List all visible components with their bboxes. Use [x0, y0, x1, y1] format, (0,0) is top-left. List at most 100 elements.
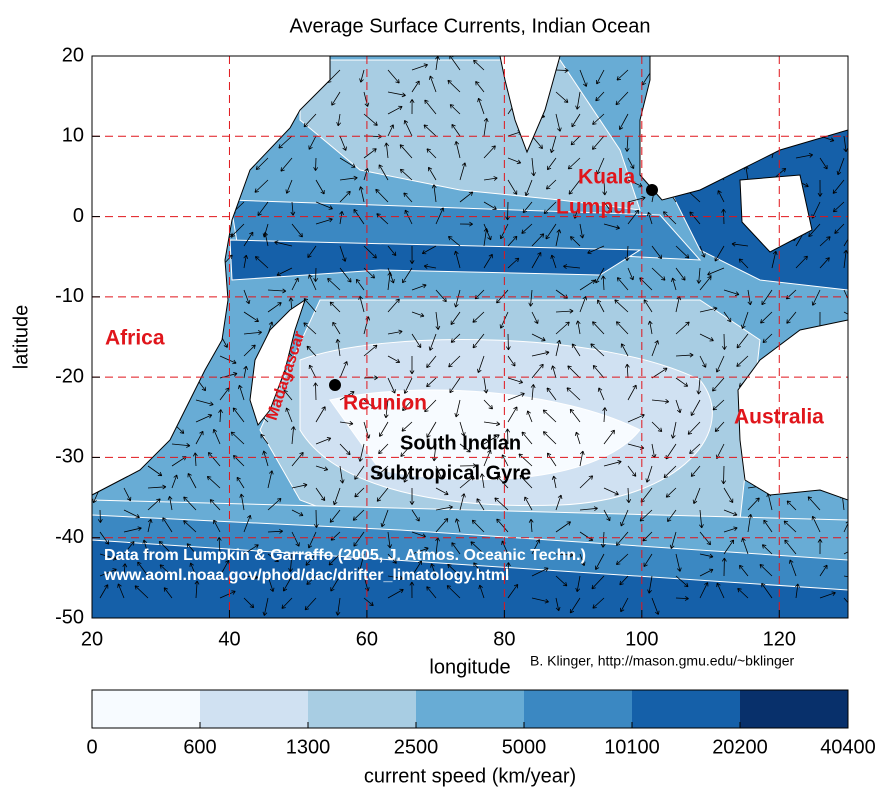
- current-arrow: [243, 544, 259, 555]
- current-arrow: [707, 267, 725, 276]
- current-arrow: [285, 179, 293, 194]
- current-arrow: [459, 162, 467, 181]
- current-arrow: [592, 597, 605, 609]
- current-arrow: [459, 443, 471, 453]
- current-arrow: [459, 463, 477, 469]
- current-arrow: [435, 465, 443, 480]
- x-tick-label: 80: [493, 628, 515, 650]
- current-arrow: [567, 365, 581, 379]
- current-arrow: [624, 135, 630, 152]
- current-arrow: [579, 223, 585, 239]
- current-arrow: [448, 355, 461, 368]
- current-arrow: [363, 399, 376, 410]
- current-arrow: [627, 384, 637, 401]
- current-arrow: [675, 321, 690, 335]
- current-arrow: [615, 91, 629, 106]
- current-arrow: [383, 399, 389, 419]
- current-arrow: [741, 311, 749, 329]
- current-arrow: [99, 584, 109, 599]
- current-arrow: [819, 157, 828, 170]
- current-arrow: [243, 344, 256, 357]
- current-arrow: [590, 343, 605, 357]
- current-arrow: [616, 277, 629, 291]
- land: [92, 56, 331, 496]
- current-arrow: [267, 497, 282, 511]
- current-arrow: [209, 499, 221, 511]
- current-arrow: [624, 245, 630, 262]
- current-arrow: [475, 81, 485, 93]
- current-arrow: [363, 375, 379, 381]
- current-arrow: [699, 355, 707, 368]
- current-arrow: [315, 406, 326, 423]
- y-axis-label: latitude: [10, 305, 32, 370]
- current-arrow: [315, 179, 325, 195]
- current-arrow: [699, 245, 706, 258]
- current-arrow: [555, 113, 562, 132]
- current-arrow: [195, 414, 213, 423]
- current-arrow: [651, 267, 666, 281]
- current-arrow: [507, 392, 525, 401]
- current-arrow: [403, 119, 413, 137]
- current-arrow: [424, 399, 437, 413]
- current-arrow: [795, 583, 800, 599]
- current-arrow: [183, 520, 197, 533]
- current-arrow: [788, 559, 797, 577]
- current-arrow: [470, 541, 485, 555]
- current-arrow: [363, 245, 377, 259]
- current-arrow: [255, 157, 269, 170]
- current-arrow: [819, 236, 831, 247]
- current-arrow: [447, 79, 461, 93]
- current-arrow: [736, 333, 749, 349]
- current-arrow: [507, 235, 518, 247]
- current-arrow: [807, 496, 821, 511]
- current-arrow: [387, 267, 395, 284]
- current-arrow: [603, 487, 619, 496]
- current-arrow: [262, 597, 269, 616]
- current-arrow: [575, 320, 581, 335]
- current-arrow: [555, 552, 574, 558]
- current-arrow: [471, 519, 485, 533]
- current-arrow: [627, 196, 646, 203]
- current-arrow: [819, 591, 836, 599]
- current-arrow: [569, 236, 581, 247]
- current-arrow: [122, 563, 128, 577]
- y-tick-label: -20: [55, 365, 84, 387]
- current-arrow: [276, 267, 293, 277]
- current-arrow: [699, 568, 714, 577]
- colorbar-swatch: [740, 690, 848, 728]
- current-arrow: [575, 575, 581, 592]
- current-arrow: [411, 311, 425, 318]
- current-arrow: [213, 519, 221, 533]
- current-arrow: [426, 586, 437, 599]
- current-arrow: [158, 540, 173, 555]
- current-arrow: [243, 514, 252, 533]
- current-arrow: [619, 575, 629, 586]
- current-arrow: [712, 377, 725, 392]
- current-arrow: [505, 428, 511, 445]
- current-arrow: [315, 217, 333, 225]
- current-arrow: [843, 289, 848, 304]
- current-arrow: [603, 509, 611, 522]
- current-arrow: [387, 329, 403, 335]
- current-arrow: [387, 69, 400, 84]
- current-arrow: [526, 410, 533, 423]
- current-arrow: [435, 56, 440, 71]
- current-arrow: [723, 487, 734, 503]
- current-arrow: [507, 355, 516, 367]
- current-arrow: [378, 443, 389, 455]
- current-arrow: [399, 144, 413, 159]
- current-arrow: [579, 279, 596, 291]
- current-arrow: [771, 250, 778, 269]
- current-arrow: [147, 465, 163, 477]
- x-tick-label: 60: [356, 628, 378, 650]
- current-arrow: [280, 157, 293, 172]
- current-arrow: [330, 575, 341, 592]
- current-arrow: [739, 564, 749, 577]
- current-arrow: [162, 517, 173, 533]
- y-tick-label: -50: [55, 606, 84, 628]
- current-arrow: [411, 509, 420, 522]
- current-arrow: [699, 553, 714, 559]
- current-arrow: [651, 398, 670, 404]
- current-arrow: [795, 153, 814, 159]
